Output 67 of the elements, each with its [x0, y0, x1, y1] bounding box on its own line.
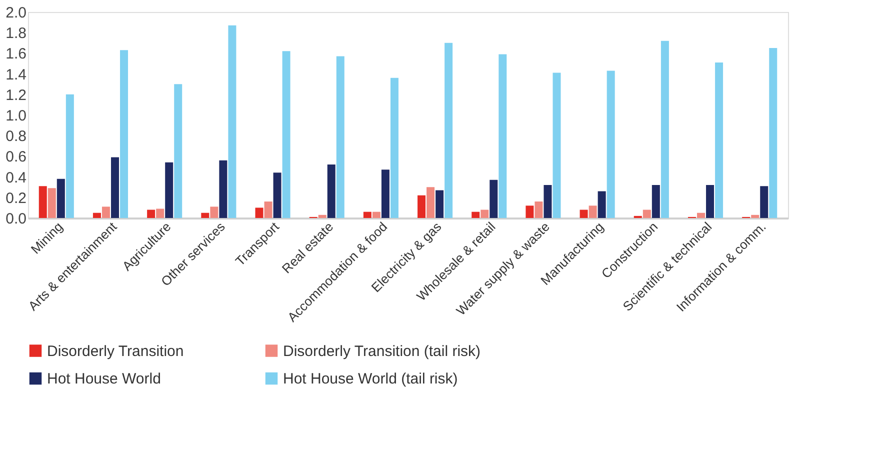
bar — [264, 202, 272, 218]
bar — [760, 186, 768, 218]
bar — [436, 190, 444, 218]
bar — [498, 54, 507, 218]
bar — [282, 51, 290, 218]
bar — [580, 210, 588, 218]
bar — [472, 212, 480, 218]
bar — [606, 70, 615, 218]
y-tick-label: 0.0 — [6, 210, 26, 228]
bar — [588, 206, 597, 218]
bar — [147, 210, 156, 218]
bar — [418, 195, 426, 218]
bar — [92, 212, 101, 218]
bar — [534, 202, 543, 218]
bar — [769, 48, 778, 218]
legend-label: Hot House World — [47, 370, 161, 388]
bar — [228, 25, 236, 218]
bar — [715, 62, 724, 218]
y-tick-label: 2.0 — [6, 4, 26, 22]
bar — [480, 210, 489, 218]
y-tick-label: 0.8 — [6, 128, 26, 146]
bar — [642, 210, 651, 218]
bar — [652, 185, 660, 218]
bar — [156, 208, 164, 218]
bar — [66, 94, 74, 218]
bar — [327, 164, 336, 218]
bar — [48, 188, 56, 218]
bar — [174, 84, 182, 218]
bar — [219, 160, 228, 218]
y-tick-label: 1.2 — [6, 86, 26, 104]
bar — [697, 212, 705, 218]
y-tick-label: 0.2 — [6, 190, 26, 207]
bar — [490, 180, 498, 218]
bar — [706, 185, 714, 218]
legend-label: Disorderly Transition (tail risk) — [283, 342, 481, 360]
bar — [372, 212, 380, 218]
bar — [255, 208, 264, 218]
bar — [598, 191, 606, 218]
bar — [426, 187, 435, 218]
bar — [363, 212, 372, 218]
bar — [390, 78, 398, 218]
bar — [552, 72, 561, 218]
y-tick-label: 1.0 — [6, 108, 26, 124]
bar — [660, 40, 669, 218]
y-tick-label: 1.8 — [6, 25, 26, 42]
legend-label: Disorderly Transition — [47, 342, 184, 360]
bar — [38, 186, 47, 218]
y-tick-label: 0.6 — [6, 148, 26, 166]
bar — [526, 206, 534, 218]
bar — [210, 206, 218, 218]
bar — [102, 206, 110, 218]
bar — [381, 170, 390, 218]
bar — [120, 50, 128, 218]
legend-label: Hot House World (tail risk) — [283, 370, 458, 388]
bar — [273, 172, 282, 218]
bar — [336, 56, 344, 218]
y-tick-label: 1.4 — [6, 66, 26, 84]
bar — [111, 157, 119, 218]
bar — [318, 214, 326, 218]
bar — [444, 42, 453, 218]
y-tick-label: 0.4 — [6, 169, 26, 186]
bar — [56, 178, 65, 218]
bar — [751, 214, 760, 218]
y-tick-label: 1.6 — [6, 46, 26, 63]
bar — [201, 212, 210, 218]
bar — [165, 162, 174, 218]
bar — [544, 185, 552, 218]
